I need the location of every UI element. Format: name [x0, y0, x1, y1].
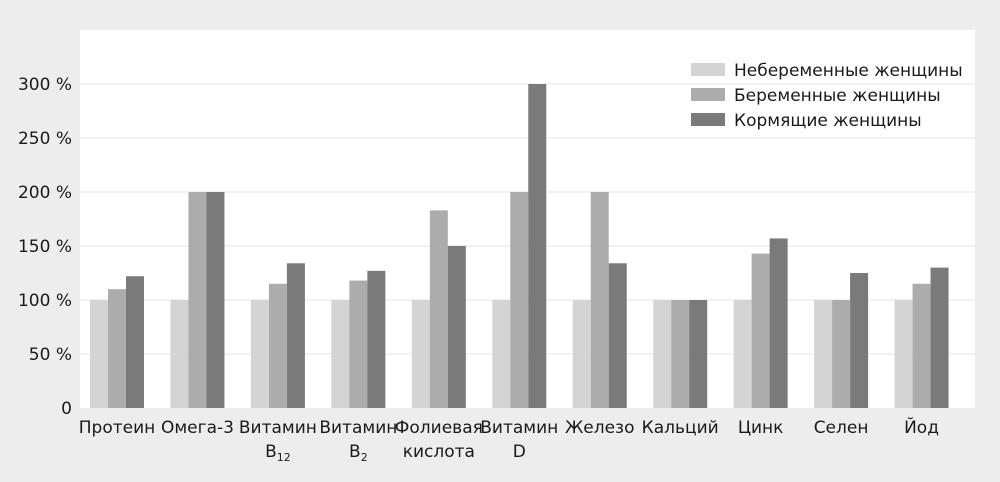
- x-tick-label: Йод: [904, 416, 939, 438]
- x-tick-label: Кальций: [642, 418, 719, 438]
- bar: [894, 300, 913, 408]
- bar: [751, 253, 770, 408]
- x-tick-label: Железо: [565, 418, 635, 438]
- x-tick-label: Витамин: [480, 418, 558, 438]
- x-tick-label-line2: кислота: [403, 442, 475, 462]
- x-tick-label: Витамин: [319, 418, 397, 438]
- y-tick-label: 0: [61, 399, 72, 419]
- bar: [447, 246, 466, 408]
- bar: [170, 300, 189, 408]
- legend-swatch: [691, 63, 725, 76]
- bar: [733, 300, 752, 408]
- legend-swatch: [691, 113, 725, 126]
- x-tick-label: Фолиевая: [395, 418, 483, 438]
- bar: [206, 192, 225, 408]
- bar: [528, 84, 547, 408]
- bar: [286, 263, 305, 408]
- legend: Небеременные женщины Беременные женщины Ко…: [691, 61, 963, 131]
- bar: [188, 192, 207, 408]
- bar: [671, 300, 690, 408]
- legend-label: Беременные женщины: [734, 86, 941, 106]
- bar: [653, 300, 672, 408]
- bar: [572, 300, 591, 408]
- bar: [510, 192, 529, 408]
- bar: [126, 276, 144, 408]
- x-axis: Протеин Омега-3 ВитаминB12ВитаминB2Фолиева…: [79, 416, 939, 464]
- bar: [429, 210, 448, 408]
- x-tick-label-line2: D: [513, 442, 526, 462]
- bar: [590, 192, 609, 408]
- y-tick-label: 200 %: [18, 183, 72, 203]
- bar: [367, 270, 386, 408]
- x-tick-label: Селен: [814, 418, 869, 438]
- bar: [268, 283, 287, 408]
- y-tick-label: 250 %: [18, 129, 72, 149]
- legend-label: Кормящие женщины: [734, 111, 922, 131]
- y-tick-label: 150 %: [18, 237, 72, 257]
- bar: [492, 300, 511, 408]
- bar: [832, 300, 851, 408]
- bar: [930, 267, 949, 408]
- bar: [689, 300, 708, 408]
- y-tick-label: 300 %: [18, 75, 72, 95]
- bar: [850, 273, 869, 408]
- y-tick-label: 100 %: [18, 291, 72, 311]
- bar: [411, 300, 430, 408]
- x-tick-label: Цинк: [738, 418, 784, 438]
- y-tick-label: 50 %: [29, 345, 72, 365]
- x-tick-label: Витамин: [239, 418, 317, 438]
- bar: [250, 300, 269, 408]
- bars: [90, 84, 949, 408]
- legend-label: Небеременные женщины: [734, 61, 963, 81]
- bar: [769, 238, 788, 408]
- x-tick-label-line2: B2: [349, 442, 368, 464]
- bar: [814, 300, 833, 408]
- legend-swatch: [691, 88, 725, 101]
- bar: [608, 263, 627, 408]
- y-axis: 0 50 % 100 % 150 % 200 % 250 % 300 %: [18, 75, 72, 419]
- bar: [90, 300, 108, 408]
- bar: [349, 280, 368, 408]
- bar: [331, 300, 350, 408]
- bar: [108, 289, 126, 408]
- x-tick-label: Протеин: [79, 418, 156, 438]
- x-tick-label: Омега-3: [161, 418, 234, 438]
- bar: [912, 283, 931, 408]
- x-tick-label-line2: B12: [265, 442, 291, 464]
